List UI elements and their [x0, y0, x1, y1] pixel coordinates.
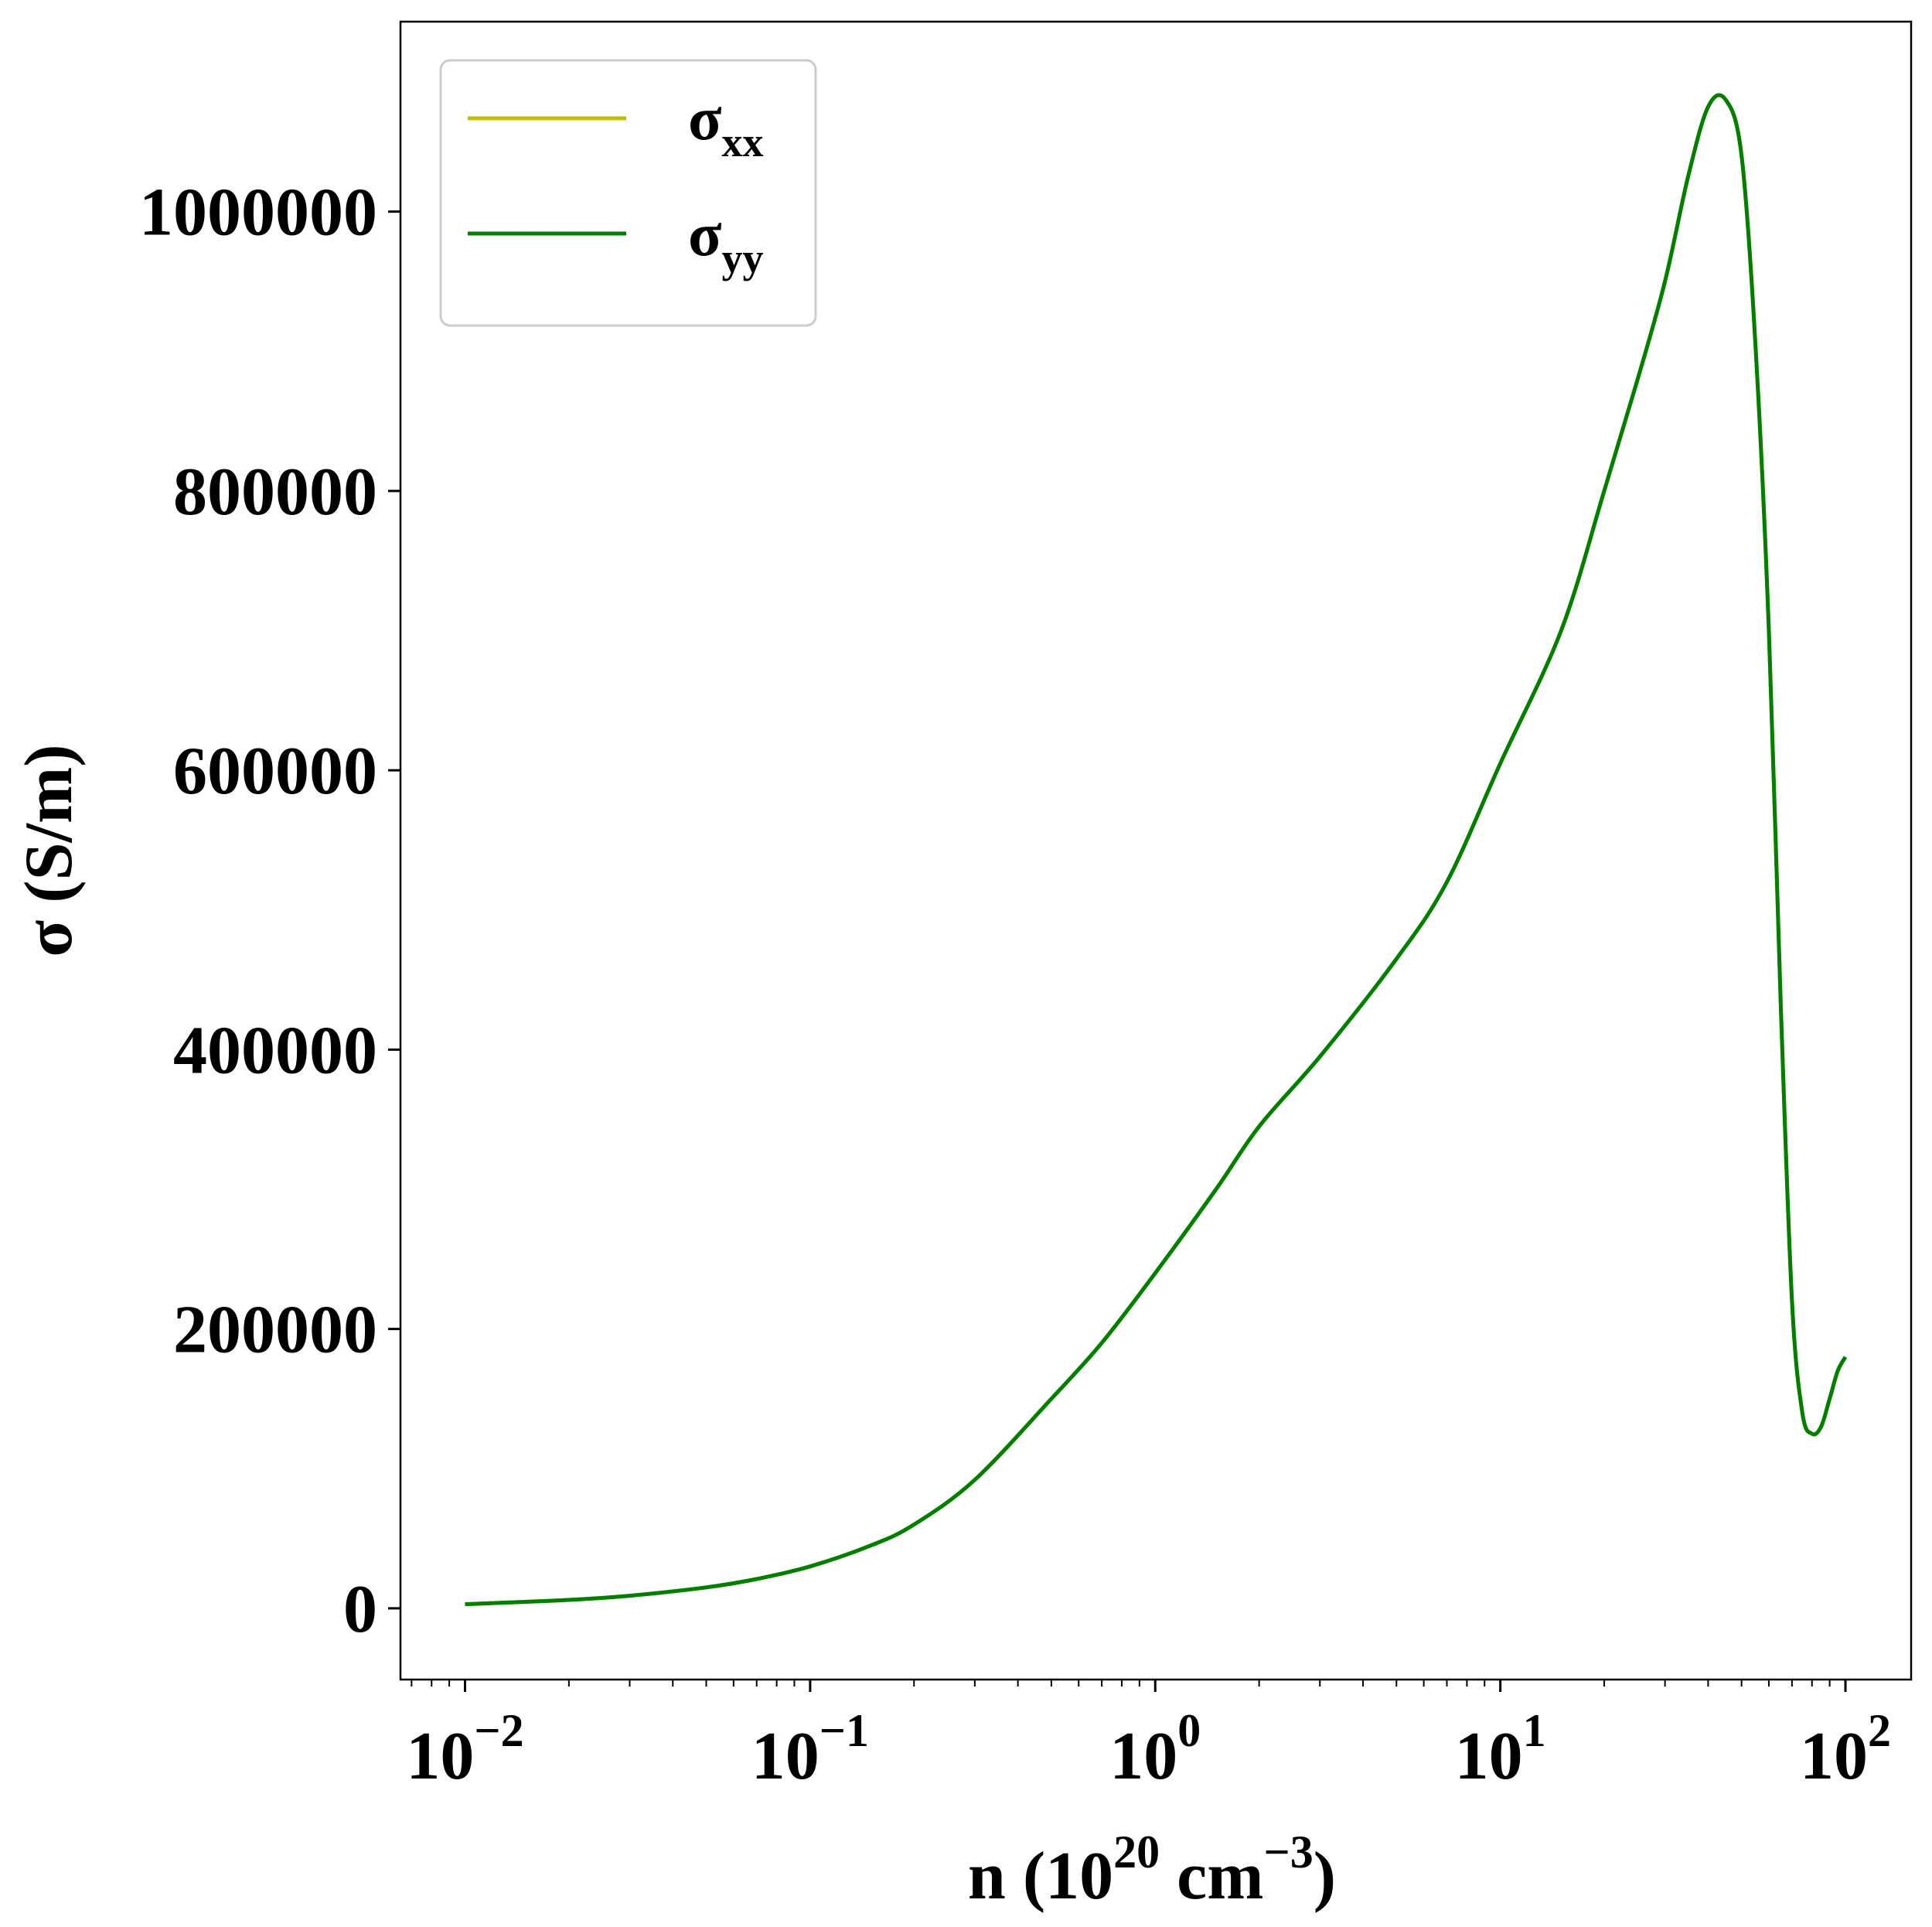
- series-layer: [465, 93, 1848, 1606]
- x-axis-label-base: n (10: [968, 1839, 1113, 1914]
- x-tick-label: 102: [1800, 1705, 1891, 1794]
- y-tick-label: 0: [343, 1572, 377, 1647]
- x-tick-label: 100: [1109, 1705, 1201, 1794]
- x-tick-label: 10−2: [406, 1705, 523, 1794]
- y-axis-label: σ (S/m): [12, 744, 87, 957]
- legend-label-sigma-xx: σxx: [688, 85, 764, 165]
- series-line-sigma-yy: [465, 93, 1848, 1606]
- legend: σxx σyy: [439, 59, 817, 327]
- legend-label-sigma-yy: σyy: [688, 201, 764, 281]
- y-axis-ticks: 0 200000 400000 600000 800000 1000000: [139, 176, 400, 1647]
- legend-box: [439, 59, 817, 327]
- y-tick-label: 800000: [173, 455, 377, 530]
- x-axis-label-end: ): [1314, 1839, 1336, 1914]
- x-tick-label: 101: [1455, 1705, 1546, 1794]
- x-axis-label: n (1020 cm−3): [968, 1826, 1336, 1914]
- y-tick-label: 200000: [173, 1293, 377, 1368]
- y-tick-label: 600000: [173, 734, 377, 809]
- x-axis-label-sup2: −3: [1264, 1826, 1314, 1878]
- x-axis-ticks: 10−2 10−1 100 101 102: [406, 1680, 1891, 1794]
- x-tick-label: 10−1: [751, 1705, 869, 1794]
- y-tick-label: 1000000: [139, 176, 377, 251]
- x-axis-label-sup1: 20: [1113, 1826, 1160, 1878]
- y-tick-label: 400000: [173, 1013, 377, 1088]
- x-axis-label-mid: cm: [1160, 1839, 1263, 1914]
